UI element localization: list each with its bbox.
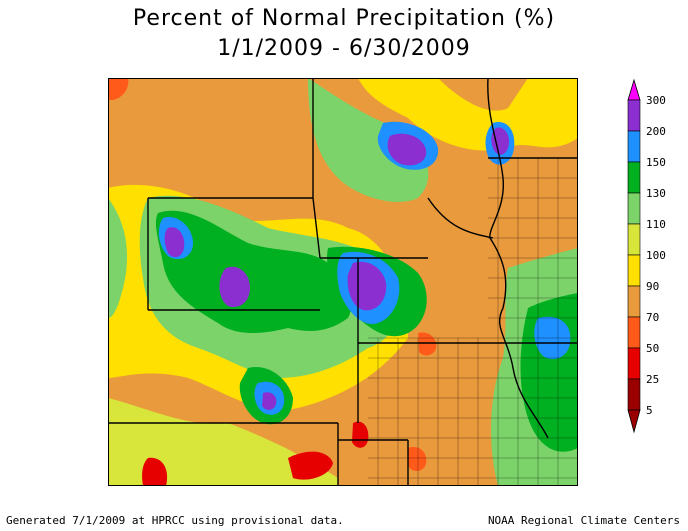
region-purple-3 [347, 261, 387, 311]
legend-swatch [627, 192, 641, 225]
region-green-central [155, 210, 352, 333]
legend-arrow-bottom [627, 409, 641, 434]
region-red-3 [288, 451, 333, 480]
legend-label: 300 [646, 94, 666, 107]
legend-swatch [627, 254, 641, 287]
legend-label: 70 [646, 311, 659, 324]
legend-arrow-top [627, 78, 641, 101]
region-purple-5 [491, 127, 510, 155]
legend-swatch [627, 347, 641, 380]
region-red-6 [108, 78, 129, 100]
legend-label: 130 [646, 187, 666, 200]
region-yellow-southwest [108, 398, 338, 486]
generated-note: Generated 7/1/2009 at HPRCC using provis… [6, 514, 344, 527]
legend-label: 150 [646, 156, 666, 169]
region-yellow-north [358, 78, 578, 151]
legend-swatch [627, 316, 641, 349]
region-red-2 [352, 421, 369, 448]
precipitation-map [108, 78, 578, 486]
region-red-5 [408, 447, 427, 472]
legend-swatch [627, 99, 641, 132]
legend-swatch [627, 130, 641, 163]
legend-label: 110 [646, 218, 666, 231]
region-purple-4 [387, 133, 427, 166]
map-title: Percent of Normal Precipitation (%) [132, 6, 556, 31]
legend-label: 25 [646, 373, 659, 386]
legend-label: 5 [646, 404, 653, 417]
state-boundaries [108, 78, 578, 486]
region-purple-1 [164, 227, 185, 258]
region-purple-2 [219, 266, 250, 308]
region-lightgreen-westedge [108, 198, 128, 318]
color-legend: 300 200 150 130 110 100 90 70 50 25 5 [627, 78, 666, 434]
legend-label: 100 [646, 249, 666, 262]
map-subtitle: 1/1/2009 - 6/30/2009 [217, 36, 471, 61]
credit-note: NOAA Regional Climate Centers [487, 514, 680, 527]
region-red-4 [142, 457, 168, 486]
legend-swatch [627, 285, 641, 318]
map-frame [108, 78, 578, 486]
region-purple-6 [262, 392, 277, 410]
region-lightgreen-north [308, 78, 429, 202]
county-grid [368, 157, 578, 486]
legend-swatch [627, 378, 641, 411]
legend-swatch [627, 161, 641, 194]
legend-swatch [627, 223, 641, 256]
legend-label: 50 [646, 342, 659, 355]
legend-label: 200 [646, 125, 666, 138]
legend-label: 90 [646, 280, 659, 293]
